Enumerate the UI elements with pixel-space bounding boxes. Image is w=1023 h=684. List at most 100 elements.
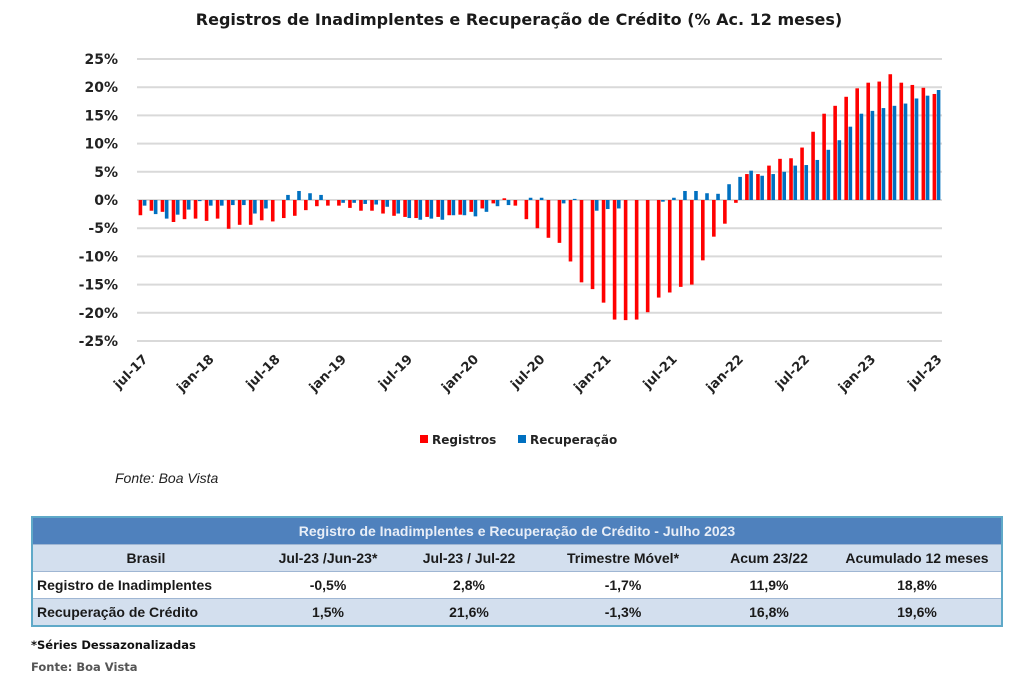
chart-title: Registros de Inadimplentes e Recuperação… [196, 10, 842, 29]
bar-recuperacao [220, 200, 224, 206]
bar-registros [403, 200, 407, 217]
bar-recuperacao [418, 200, 423, 220]
bar-recuperacao [859, 113, 864, 200]
bar-registros [160, 200, 165, 212]
bar-recuperacao [594, 200, 599, 211]
y-tick-label: 20% [84, 80, 118, 96]
bar-registros [899, 82, 904, 200]
bar-recuperacao [231, 200, 235, 206]
legend-swatch-registros [420, 435, 428, 443]
table-cell: 2,8% [397, 571, 541, 599]
table-header: Brasil [32, 544, 259, 572]
bar-registros [502, 198, 507, 200]
bar-recuperacao [142, 200, 147, 206]
gridlines [137, 58, 942, 342]
bar-registros [667, 200, 672, 293]
table-cell: 21,6% [397, 598, 541, 627]
bar-registros [712, 200, 716, 237]
bar-registros [767, 165, 771, 200]
bar-recuperacao [242, 200, 246, 206]
bar-recuperacao [683, 190, 687, 200]
bar-recuperacao [506, 200, 511, 206]
bar-registros [612, 200, 617, 320]
bar-recuperacao [363, 200, 367, 204]
bar-registros [469, 200, 474, 212]
table-header: Jul-23 /Jun-23* [259, 544, 397, 572]
bar-recuperacao [760, 175, 764, 200]
bar-recuperacao [286, 194, 290, 200]
bar-recuperacao [914, 98, 919, 200]
bar-recuperacao [892, 105, 897, 200]
bar-recuperacao [793, 165, 798, 200]
bar-recuperacao [616, 200, 621, 209]
bar-recuperacao [153, 200, 158, 215]
bar-recuperacao [881, 108, 886, 200]
y-tick-label: -5% [88, 221, 118, 237]
table-row: Recuperação de Crédito 1,5% 21,6% -1,3% … [32, 598, 1002, 627]
bar-registros [193, 200, 198, 219]
bar-registros [877, 81, 882, 200]
bar-registros [535, 200, 540, 229]
bar-recuperacao [694, 190, 698, 200]
x-tick-label: jul-21 [640, 352, 681, 393]
bar-recuperacao [539, 197, 544, 200]
y-tick-label: 15% [84, 108, 118, 124]
bar-registros [822, 113, 826, 200]
bars [138, 74, 941, 321]
bar-recuperacao [264, 200, 268, 209]
bar-registros [910, 84, 915, 200]
bar-registros [800, 147, 804, 200]
bar-recuperacao [429, 200, 434, 219]
table-cell: 18,8% [833, 571, 1002, 599]
bar-registros [568, 200, 573, 262]
bar-recuperacao [738, 176, 742, 200]
y-tick-label: -15% [79, 278, 118, 294]
legend-swatch-recuperacao [518, 435, 526, 443]
bar-recuperacao [804, 165, 809, 200]
bar-registros [866, 82, 871, 200]
table-header-row: Brasil Jul-23 /Jun-23* Jul-23 / Jul-22 T… [32, 544, 1002, 572]
bar-registros [756, 174, 760, 200]
bar-registros [226, 200, 231, 229]
bar-registros [270, 200, 275, 222]
bar-recuperacao [462, 200, 467, 216]
bar-recuperacao [374, 200, 378, 205]
table-cell: -0,5% [259, 571, 397, 599]
y-tick-label: 5% [94, 165, 118, 181]
bar-registros [281, 200, 286, 219]
table-header: Acum 23/22 [705, 544, 833, 572]
table-header: Jul-23 / Jul-22 [397, 544, 541, 572]
bar-registros [921, 87, 926, 200]
bar-registros [645, 200, 650, 313]
bar-registros [546, 200, 551, 238]
x-tick-label: jul-17 [111, 352, 152, 393]
bar-recuperacao [936, 90, 941, 200]
bar-registros [524, 200, 529, 220]
table-cell: 11,9% [705, 571, 833, 599]
bar-registros [811, 131, 815, 200]
bar-registros [745, 174, 749, 200]
row-label: Registro de Inadimplentes [32, 571, 259, 599]
y-tick-label: 10% [84, 137, 118, 153]
bar-registros [888, 74, 893, 200]
bar-registros [480, 200, 485, 209]
bar-registros [171, 200, 176, 222]
bar-recuperacao [672, 197, 676, 200]
bar-registros [149, 200, 154, 211]
bar-registros [634, 200, 639, 320]
y-tick-label: 25% [84, 52, 118, 68]
bar-recuperacao [175, 200, 180, 215]
y-tick-label: -10% [79, 249, 118, 265]
bar-recuperacao [782, 171, 787, 200]
bar-registros [447, 200, 451, 216]
bar-registros [215, 200, 220, 219]
table-cell: 19,6% [833, 598, 1002, 627]
chart-source: Fonte: Boa Vista [115, 470, 219, 486]
bar-recuperacao [749, 170, 753, 200]
table-row: Registro de Inadimplentes -0,5% 2,8% -1,… [32, 571, 1002, 599]
legend: Registros Recuperação [420, 433, 617, 447]
bar-registros [259, 200, 264, 221]
bar-recuperacao [870, 110, 875, 200]
legend-label-recuperacao: Recuperação [530, 433, 617, 447]
x-tick-label: jan-18 [174, 352, 218, 396]
